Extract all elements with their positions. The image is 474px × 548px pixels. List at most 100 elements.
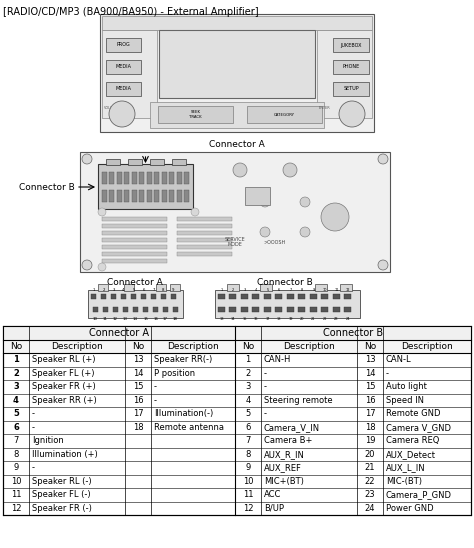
Text: MEDIA: MEDIA <box>116 65 131 70</box>
Circle shape <box>378 260 388 270</box>
Text: Ignition: Ignition <box>32 436 64 445</box>
Bar <box>158 106 233 123</box>
Bar <box>162 172 167 184</box>
Text: Remote GND: Remote GND <box>386 409 440 418</box>
Text: SETUP: SETUP <box>343 87 359 92</box>
Bar <box>101 294 106 299</box>
Text: 9: 9 <box>312 288 315 292</box>
Bar <box>128 159 142 165</box>
Text: 9: 9 <box>172 288 175 292</box>
Text: 21: 21 <box>311 317 316 321</box>
Circle shape <box>109 101 135 127</box>
Bar <box>102 172 107 184</box>
Text: JUKEBOX: JUKEBOX <box>340 43 362 48</box>
Bar <box>159 30 315 98</box>
Text: 11: 11 <box>334 288 339 292</box>
Text: 4: 4 <box>246 396 251 405</box>
Bar <box>321 294 328 299</box>
Circle shape <box>98 263 106 271</box>
Text: 19: 19 <box>288 317 293 321</box>
Text: Connector A: Connector A <box>107 278 163 287</box>
Bar <box>93 307 98 312</box>
Bar <box>173 307 178 312</box>
Text: 21: 21 <box>365 463 375 472</box>
Text: Speaker RR(-): Speaker RR(-) <box>154 355 212 364</box>
Text: Power GND: Power GND <box>386 504 434 513</box>
Bar <box>333 60 369 74</box>
Text: 23: 23 <box>334 317 339 321</box>
Text: 16: 16 <box>365 396 375 405</box>
Bar <box>132 172 137 184</box>
Text: 10: 10 <box>243 477 253 486</box>
Text: PHONE: PHONE <box>342 65 360 70</box>
Text: -: - <box>32 409 35 418</box>
Bar <box>109 190 115 202</box>
Bar <box>155 172 159 184</box>
Text: Description: Description <box>283 342 335 351</box>
Bar <box>106 159 120 165</box>
Circle shape <box>300 197 310 207</box>
Text: Camera V_GND: Camera V_GND <box>386 423 451 432</box>
Bar <box>264 294 271 299</box>
Bar <box>177 245 232 249</box>
Text: 19: 19 <box>365 436 375 445</box>
Bar <box>91 294 96 299</box>
Bar <box>106 60 141 74</box>
Text: 1: 1 <box>92 288 95 292</box>
Bar <box>132 190 137 202</box>
Bar <box>177 231 232 235</box>
Text: Description: Description <box>51 342 103 351</box>
Text: Speaker FR (+): Speaker FR (+) <box>32 383 96 391</box>
Text: -: - <box>386 369 389 378</box>
Text: 8: 8 <box>301 288 303 292</box>
Text: 6: 6 <box>278 288 280 292</box>
Text: Connector A: Connector A <box>209 140 265 149</box>
Text: 16: 16 <box>153 317 158 321</box>
Bar <box>177 217 232 221</box>
Text: Connector A: Connector A <box>89 328 149 338</box>
Bar <box>102 259 167 263</box>
Bar <box>153 307 158 312</box>
Circle shape <box>321 203 349 231</box>
Text: AUX_R_IN: AUX_R_IN <box>264 450 305 459</box>
Circle shape <box>339 101 365 127</box>
Text: Illumination (+): Illumination (+) <box>32 450 98 459</box>
Bar <box>102 30 157 118</box>
Text: 5: 5 <box>132 288 135 292</box>
Bar <box>106 82 141 96</box>
Text: 2: 2 <box>246 369 251 378</box>
Text: 14: 14 <box>133 369 143 378</box>
Text: Connector B: Connector B <box>19 182 75 191</box>
Bar <box>345 294 352 299</box>
Text: No: No <box>132 342 144 351</box>
Circle shape <box>98 208 106 216</box>
Text: 1: 1 <box>13 355 19 364</box>
Bar <box>121 294 126 299</box>
Text: 15: 15 <box>133 383 143 391</box>
Text: P position: P position <box>154 369 195 378</box>
Bar <box>113 307 118 312</box>
Text: Speaker RL (-): Speaker RL (-) <box>32 477 91 486</box>
Text: 20: 20 <box>300 317 304 321</box>
Text: 9: 9 <box>246 463 251 472</box>
Text: -: - <box>264 409 267 418</box>
Bar <box>235 340 471 353</box>
Text: Auto light: Auto light <box>386 383 427 391</box>
Text: No: No <box>242 342 254 351</box>
Bar <box>253 294 259 299</box>
Bar <box>172 159 186 165</box>
Bar <box>102 217 167 221</box>
Bar <box>111 294 116 299</box>
Text: 24: 24 <box>365 504 375 513</box>
Text: Connector B: Connector B <box>323 328 383 338</box>
Text: 1: 1 <box>246 355 251 364</box>
Text: PROG: PROG <box>117 43 130 48</box>
Text: Description: Description <box>167 342 219 351</box>
Bar <box>229 307 237 312</box>
Bar <box>102 252 167 256</box>
Text: 10: 10 <box>93 317 98 321</box>
Bar <box>109 172 115 184</box>
Bar <box>229 294 237 299</box>
Text: 24: 24 <box>346 317 350 321</box>
Bar <box>287 307 294 312</box>
